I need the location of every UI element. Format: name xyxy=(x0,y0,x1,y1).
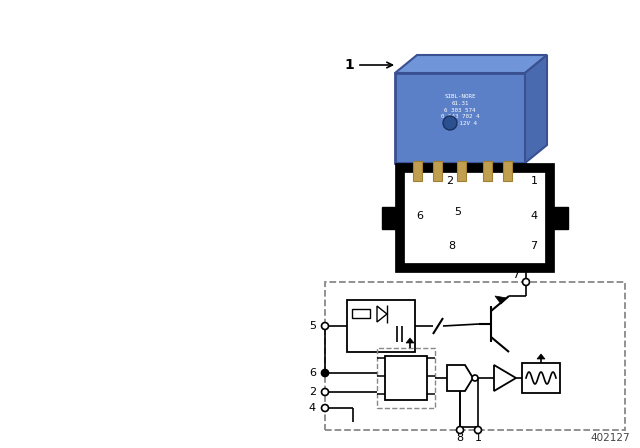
Polygon shape xyxy=(494,365,516,391)
Text: 7: 7 xyxy=(531,241,538,251)
Circle shape xyxy=(321,323,328,329)
Polygon shape xyxy=(406,338,414,343)
Text: 1: 1 xyxy=(344,58,354,72)
Circle shape xyxy=(474,426,481,434)
Text: 4: 4 xyxy=(309,403,316,413)
Polygon shape xyxy=(495,296,507,304)
Bar xyxy=(377,348,435,408)
Bar xyxy=(522,363,560,393)
Circle shape xyxy=(321,405,328,412)
Text: 6: 6 xyxy=(417,211,424,221)
Circle shape xyxy=(321,370,328,376)
Polygon shape xyxy=(377,306,387,322)
Bar xyxy=(550,207,568,229)
Bar xyxy=(433,161,442,181)
Bar xyxy=(385,356,427,400)
Bar xyxy=(483,161,492,181)
Text: 4: 4 xyxy=(531,211,538,221)
Circle shape xyxy=(472,375,478,381)
Bar xyxy=(352,309,370,318)
Text: 6: 6 xyxy=(309,368,316,378)
Bar xyxy=(325,282,625,430)
Text: 1: 1 xyxy=(531,176,538,186)
Text: 8: 8 xyxy=(456,433,463,443)
Circle shape xyxy=(522,279,529,285)
Text: 2: 2 xyxy=(447,176,454,186)
Text: 5: 5 xyxy=(454,207,461,217)
Text: 8: 8 xyxy=(449,241,456,251)
Polygon shape xyxy=(395,55,547,73)
Polygon shape xyxy=(525,55,547,163)
Circle shape xyxy=(321,388,328,396)
Text: 5: 5 xyxy=(309,321,316,331)
Text: 402127: 402127 xyxy=(590,433,630,443)
Bar xyxy=(400,168,550,268)
Bar xyxy=(395,73,525,163)
Bar xyxy=(413,161,422,181)
Bar xyxy=(347,300,415,352)
Text: 2: 2 xyxy=(309,387,316,397)
Bar xyxy=(457,161,466,181)
Text: 1: 1 xyxy=(474,433,481,443)
Polygon shape xyxy=(537,354,545,359)
Bar xyxy=(382,207,400,229)
Circle shape xyxy=(456,426,463,434)
Text: SIBL-NORE
61.31
6 303 574
0 643 702 4
1P24-12V 4: SIBL-NORE 61.31 6 303 574 0 643 702 4 1P… xyxy=(441,94,479,126)
Bar xyxy=(503,161,512,181)
Polygon shape xyxy=(447,365,473,391)
Circle shape xyxy=(443,116,457,130)
Text: 7: 7 xyxy=(512,270,519,280)
Circle shape xyxy=(322,370,328,376)
